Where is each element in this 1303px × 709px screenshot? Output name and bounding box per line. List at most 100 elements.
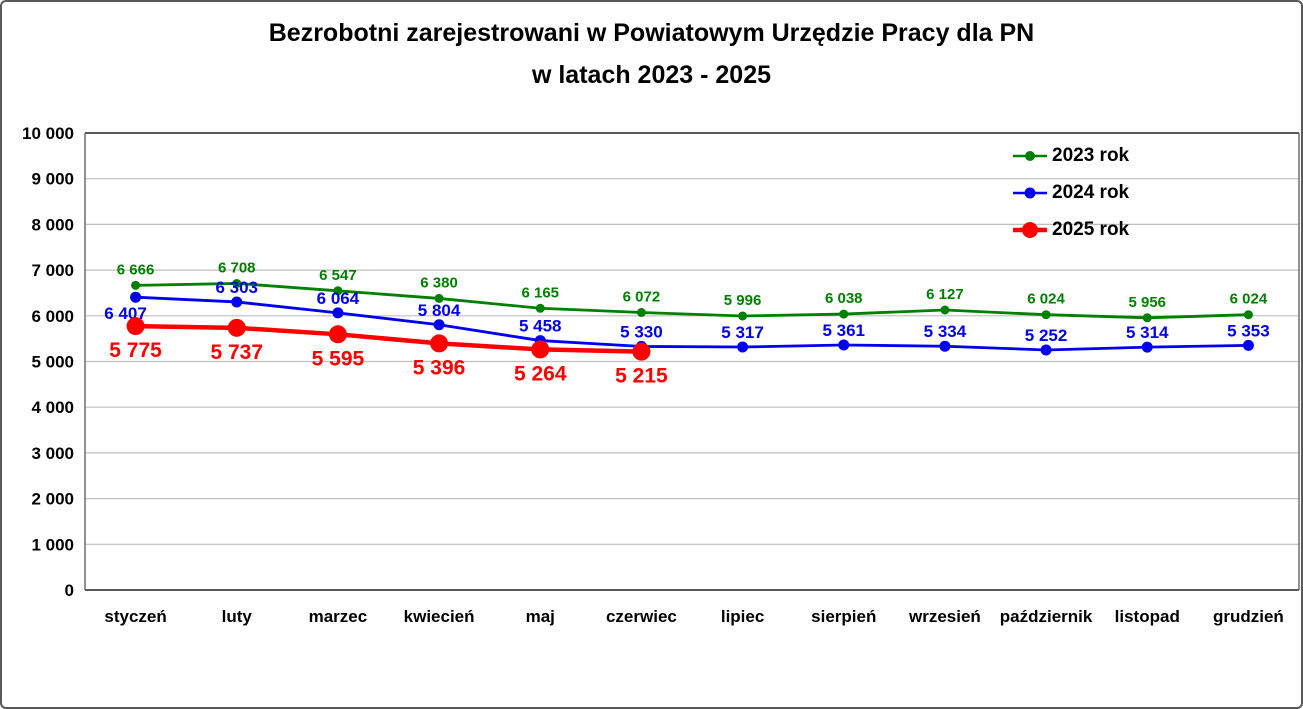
legend-label-2024: 2024 rok	[1052, 181, 1130, 203]
data-point-marker	[433, 319, 445, 331]
data-point-label: 5 737	[210, 341, 263, 364]
legend-item-2025: 2025 rok	[1010, 211, 1129, 248]
data-point-marker	[1041, 310, 1051, 320]
series-line-2024-rok	[135, 295, 1249, 352]
data-point-label: 5 804	[418, 301, 461, 320]
data-point-label: 5 215	[615, 365, 668, 388]
x-axis-category-label: listopad	[1115, 607, 1180, 626]
legend-item-2023: 2023 rok	[1010, 137, 1129, 174]
chart-title-line-2: w latach 2023 - 2025	[531, 61, 772, 89]
data-point-label: 5 396	[413, 356, 466, 379]
chart-title: Bezrobotni zarejestrowani w Powiatowym U…	[2, 12, 1301, 96]
data-point-marker	[1242, 339, 1254, 351]
data-point-label: 5 458	[519, 317, 562, 336]
x-axis-category-label: luty	[222, 607, 253, 626]
legend-item-2024: 2024 rok	[1010, 174, 1129, 211]
data-point-label: 5 334	[924, 322, 967, 341]
y-axis-tick-label: 1 000	[31, 535, 74, 554]
x-axis-category-label: marzec	[309, 607, 368, 626]
data-point-label: 6 380	[420, 274, 458, 291]
data-point-label: 6 547	[319, 267, 357, 284]
data-point-label: 6 165	[521, 284, 559, 301]
data-point-label: 5 330	[620, 322, 663, 341]
data-point-label: 5 775	[109, 339, 162, 362]
y-axis-tick-label: 3 000	[31, 444, 74, 463]
legend-dot	[1022, 221, 1038, 238]
data-point-marker	[328, 325, 347, 344]
data-point-marker	[131, 280, 141, 290]
data-point-marker	[531, 340, 550, 359]
y-axis-tick-label: 5 000	[31, 353, 74, 372]
y-axis-tick-label: 7 000	[31, 261, 74, 280]
legend-marker-2025-icon	[1013, 221, 1047, 238]
data-point-label: 6 024	[1027, 291, 1065, 308]
x-axis-category-label: grudzień	[1213, 607, 1284, 626]
data-point-label: 5 264	[514, 362, 567, 385]
x-axis-category-label: sierpień	[811, 607, 876, 626]
data-point-label: 5 595	[312, 347, 365, 370]
x-axis-category-label: wrzesień	[908, 607, 981, 626]
data-point-label: 5 361	[822, 321, 865, 340]
y-axis-tick-label: 2 000	[31, 490, 74, 509]
data-point-label: 6 708	[218, 259, 256, 276]
data-point-marker	[130, 291, 142, 303]
data-point-label: 6 064	[317, 289, 360, 308]
data-point-marker	[434, 293, 444, 303]
data-point-label: 5 996	[724, 292, 762, 309]
data-point-label: 6 038	[825, 290, 863, 307]
data-point-marker	[839, 309, 849, 319]
y-axis-tick-label: 10 000	[22, 124, 74, 143]
data-point-marker	[1142, 313, 1152, 323]
data-point-marker	[1243, 310, 1253, 320]
data-point-label: 6 303	[215, 278, 258, 297]
legend-label-2025: 2025 rok	[1052, 218, 1130, 240]
series-line-2025-rok	[135, 323, 642, 354]
data-point-label: 5 317	[721, 323, 764, 342]
data-point-marker	[231, 296, 243, 308]
data-point-label: 6 666	[117, 261, 155, 278]
data-point-marker	[632, 342, 651, 361]
data-point-marker	[737, 341, 749, 353]
legend-marker-2023-icon	[1013, 150, 1047, 161]
y-axis-tick-label: 4 000	[31, 398, 74, 417]
series-line-2023-rok	[135, 282, 1249, 320]
x-axis-category-label: październik	[1000, 607, 1093, 626]
data-point-label: 5 314	[1126, 323, 1169, 342]
data-point-marker	[430, 334, 449, 353]
data-point-label: 6 072	[623, 289, 661, 306]
legend-marker-2024-icon	[1013, 187, 1047, 198]
data-point-marker	[1040, 344, 1052, 356]
x-axis-category-label: styczeń	[104, 607, 166, 626]
legend-dot	[1025, 150, 1035, 161]
y-axis-tick-label: 6 000	[31, 307, 74, 326]
data-point-marker	[1141, 341, 1153, 353]
data-point-marker	[332, 307, 344, 319]
data-point-label: 5 956	[1128, 294, 1166, 311]
data-point-marker	[838, 339, 850, 351]
data-point-label: 5 353	[1227, 321, 1270, 340]
chart-title-line-1: Bezrobotni zarejestrowani w Powiatowym U…	[268, 19, 1035, 47]
legend-label-2023: 2023 rok	[1052, 144, 1130, 166]
data-point-marker	[535, 303, 545, 313]
y-axis-tick-label: 9 000	[31, 170, 74, 189]
x-axis-category-label: kwiecień	[404, 607, 475, 626]
data-point-marker	[227, 318, 246, 337]
x-axis-category-label: lipiec	[721, 607, 764, 626]
data-point-label: 6 127	[926, 286, 964, 303]
legend-dot	[1024, 187, 1036, 198]
data-point-marker	[940, 305, 950, 315]
x-axis-category-label: czerwiec	[606, 607, 677, 626]
data-point-label: 5 252	[1025, 326, 1068, 345]
data-point-marker	[939, 340, 951, 352]
y-axis-tick-label: 8 000	[31, 215, 74, 234]
y-axis-tick-label: 0	[65, 581, 74, 600]
data-point-marker	[232, 278, 242, 288]
data-point-marker	[738, 311, 748, 321]
chart-legend: 2023 rok 2024 rok 2025 rok	[1010, 137, 1129, 248]
data-point-marker	[636, 308, 646, 318]
data-point-label: 6 024	[1230, 291, 1268, 308]
data-point-marker	[333, 286, 343, 296]
data-point-marker	[126, 317, 145, 336]
